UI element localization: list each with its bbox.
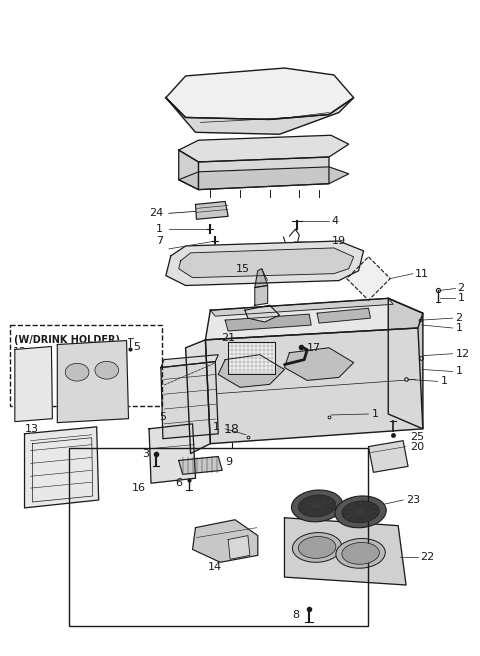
- Text: 1: 1: [456, 323, 462, 333]
- Polygon shape: [225, 314, 311, 331]
- Text: 1: 1: [457, 293, 465, 303]
- Ellipse shape: [65, 363, 89, 381]
- Text: 25: 25: [410, 432, 424, 441]
- Polygon shape: [255, 285, 268, 305]
- Ellipse shape: [292, 533, 342, 562]
- Polygon shape: [255, 269, 268, 287]
- Ellipse shape: [342, 501, 379, 523]
- Polygon shape: [166, 241, 363, 285]
- Polygon shape: [192, 520, 258, 562]
- Text: 7: 7: [156, 236, 163, 246]
- Text: 13: 13: [24, 424, 38, 434]
- Polygon shape: [228, 535, 250, 560]
- Text: 1: 1: [213, 422, 220, 432]
- Text: 5: 5: [133, 342, 141, 352]
- Text: 23: 23: [406, 495, 420, 505]
- Text: 5: 5: [159, 412, 166, 422]
- Polygon shape: [166, 68, 354, 119]
- Text: 1: 1: [456, 367, 462, 377]
- Text: 1: 1: [441, 377, 448, 386]
- Ellipse shape: [291, 490, 343, 522]
- Text: 3: 3: [142, 449, 149, 459]
- Polygon shape: [186, 340, 210, 453]
- Text: 6: 6: [176, 478, 183, 488]
- Polygon shape: [388, 298, 423, 429]
- Text: 8: 8: [292, 609, 300, 620]
- Polygon shape: [210, 298, 393, 316]
- Polygon shape: [205, 328, 423, 443]
- Text: 11: 11: [415, 269, 429, 279]
- Polygon shape: [15, 346, 52, 422]
- Polygon shape: [245, 305, 279, 322]
- Text: 21: 21: [221, 333, 235, 343]
- Text: 10: 10: [84, 401, 98, 412]
- Text: 24: 24: [149, 209, 163, 218]
- Text: (W/DRINK HOLDER): (W/DRINK HOLDER): [14, 335, 120, 344]
- Polygon shape: [179, 135, 349, 162]
- Text: 12: 12: [456, 349, 469, 359]
- Ellipse shape: [299, 495, 336, 517]
- Text: 4: 4: [332, 216, 339, 226]
- Text: 16: 16: [132, 483, 146, 493]
- Text: 18: 18: [224, 423, 240, 436]
- Polygon shape: [161, 361, 218, 439]
- Polygon shape: [166, 98, 354, 134]
- Polygon shape: [218, 355, 285, 387]
- Polygon shape: [149, 424, 195, 483]
- Bar: [10, 325, 162, 406]
- Polygon shape: [285, 348, 354, 380]
- Polygon shape: [369, 441, 408, 472]
- Polygon shape: [161, 355, 218, 367]
- Polygon shape: [179, 150, 199, 190]
- Text: 2: 2: [457, 283, 465, 293]
- Text: 17: 17: [307, 343, 321, 353]
- Ellipse shape: [299, 537, 336, 558]
- Text: 19: 19: [332, 236, 346, 246]
- Polygon shape: [347, 257, 390, 300]
- Ellipse shape: [336, 539, 385, 568]
- Polygon shape: [57, 340, 129, 422]
- Text: 1: 1: [372, 409, 378, 419]
- Text: 20: 20: [410, 441, 424, 451]
- Text: 15: 15: [236, 264, 250, 274]
- Text: 2: 2: [456, 313, 463, 323]
- Polygon shape: [228, 342, 275, 375]
- Polygon shape: [179, 248, 354, 277]
- Text: 14: 14: [208, 562, 222, 572]
- Polygon shape: [24, 427, 99, 508]
- Polygon shape: [179, 167, 349, 190]
- Polygon shape: [205, 298, 423, 340]
- Polygon shape: [285, 518, 406, 585]
- Polygon shape: [199, 157, 329, 190]
- Text: 22: 22: [420, 552, 434, 562]
- Ellipse shape: [342, 543, 379, 564]
- Text: 1: 1: [156, 224, 163, 234]
- Ellipse shape: [95, 361, 119, 379]
- Text: 13: 13: [13, 346, 27, 356]
- Ellipse shape: [335, 496, 386, 528]
- Bar: [69, 448, 368, 626]
- Polygon shape: [195, 201, 228, 219]
- Polygon shape: [317, 308, 371, 323]
- Polygon shape: [179, 457, 222, 474]
- Text: 9: 9: [225, 457, 232, 468]
